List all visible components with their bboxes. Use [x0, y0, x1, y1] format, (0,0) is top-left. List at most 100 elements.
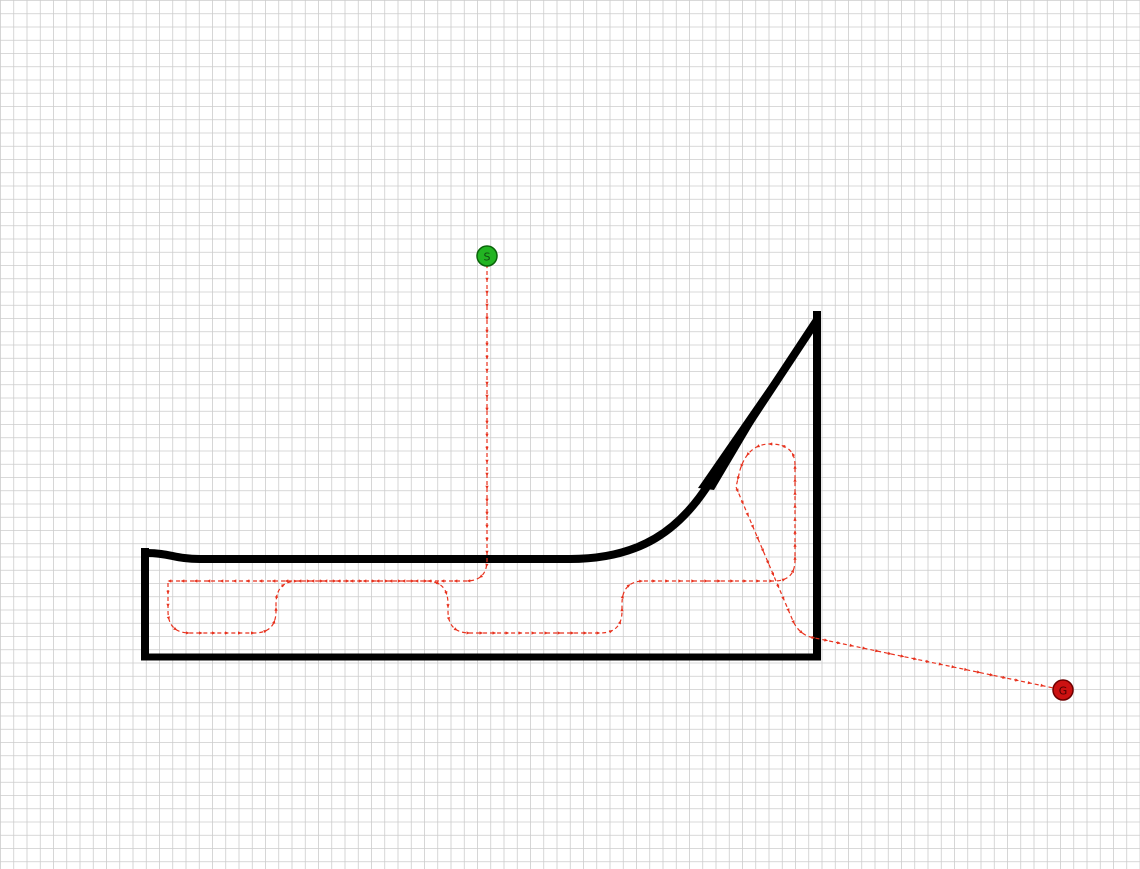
path-arrow: [306, 579, 311, 583]
path-arrow: [485, 329, 489, 334]
path-arrow: [401, 579, 406, 583]
path-arrow: [793, 542, 797, 547]
path-arrow: [485, 524, 489, 529]
path-arrow: [271, 579, 276, 583]
path-arrow: [274, 594, 278, 599]
path-arrow: [799, 630, 804, 634]
goal-label: G: [1059, 685, 1068, 698]
path-arrow: [258, 579, 263, 583]
path-arrow: [384, 579, 389, 583]
path-arrow: [900, 654, 905, 658]
path-arrow: [485, 550, 489, 555]
path-arrow: [781, 578, 786, 582]
path-arrow: [938, 662, 943, 666]
path-arrow: [238, 631, 242, 635]
path-arrow: [206, 579, 211, 583]
path-arrow: [362, 579, 367, 583]
path-arrow: [1027, 681, 1032, 685]
obstacle-walls: [141, 311, 821, 661]
path-arrow: [485, 485, 489, 490]
path-arrow: [485, 368, 489, 373]
path-arrow: [180, 579, 185, 583]
path-arrow: [678, 579, 683, 583]
path-arrow: [485, 342, 489, 347]
path-arrow: [740, 463, 744, 468]
path-arrow: [617, 620, 621, 625]
path-arrow: [185, 631, 190, 635]
path-arrow: [740, 500, 744, 505]
start-marker: S: [476, 245, 498, 267]
path-arrow: [665, 579, 670, 583]
path-arrow: [756, 579, 761, 583]
path-arrow: [1002, 675, 1007, 679]
path-arrow: [446, 604, 450, 609]
path-arrow: [414, 579, 419, 583]
path-arrow: [485, 498, 489, 503]
path-arrow: [423, 579, 428, 583]
path-arrow: [193, 579, 198, 583]
path-arrow: [397, 579, 402, 583]
path-arrow: [1014, 678, 1019, 682]
path-arrow: [485, 446, 489, 451]
path-arrow: [769, 579, 774, 583]
path-arrow: [280, 583, 286, 588]
path-arrow: [989, 673, 994, 677]
path-arrow: [793, 478, 797, 482]
path-arrow: [746, 452, 750, 457]
path-arrow: [310, 579, 315, 583]
path-arrow: [596, 631, 601, 635]
path-arrow: [544, 631, 549, 635]
goal-marker: G: [1052, 679, 1074, 701]
path-arrow: [811, 635, 816, 640]
path-arrow: [492, 631, 497, 635]
path-arrow: [485, 290, 489, 295]
path-arrow: [167, 579, 172, 583]
start-circle: [476, 245, 498, 267]
path-arrow: [862, 646, 867, 650]
path-arrow: [446, 616, 450, 621]
path-arrow: [849, 643, 854, 647]
path-arrow: [485, 316, 489, 321]
path-arrow: [212, 631, 216, 635]
path-arrow: [479, 631, 484, 635]
path-arrow: [263, 629, 268, 634]
path-arrow: [410, 579, 415, 583]
path-arrow: [691, 579, 696, 583]
path-arrow: [444, 591, 448, 596]
path-arrow: [768, 442, 773, 446]
path-arrow: [626, 584, 631, 588]
path-arrow: [485, 381, 489, 386]
path-arrow: [505, 631, 510, 635]
path-arrow: [913, 657, 918, 661]
path-arrow: [297, 579, 302, 583]
path-arrow: [166, 603, 170, 608]
path-arrow: [371, 579, 376, 583]
path-arrow: [336, 579, 341, 583]
path-arrow: [485, 537, 489, 542]
path-arrow: [583, 631, 588, 635]
path-arrow: [466, 631, 471, 635]
path-arrow: [736, 476, 740, 481]
path-arrow: [225, 631, 229, 635]
path-arrow: [388, 579, 393, 583]
path-arrow: [323, 579, 328, 583]
path-arrow: [760, 548, 764, 553]
path-arrow: [743, 579, 748, 583]
path-arrow: [435, 581, 440, 585]
path-arrow: [453, 627, 458, 631]
path-arrow: [274, 606, 278, 611]
path-arrow: [518, 631, 523, 635]
path-arrow: [771, 572, 775, 577]
path-arrow: [453, 579, 458, 583]
path-arrow: [485, 511, 489, 516]
path-direction-arrows: [166, 264, 1045, 687]
path-arrow: [199, 631, 203, 635]
path-arrow: [485, 277, 489, 282]
path-arrow: [925, 659, 930, 663]
path-arrow: [485, 355, 489, 360]
path-arrow: [485, 394, 489, 399]
path-arrow: [293, 579, 298, 583]
path-arrow: [765, 560, 769, 565]
